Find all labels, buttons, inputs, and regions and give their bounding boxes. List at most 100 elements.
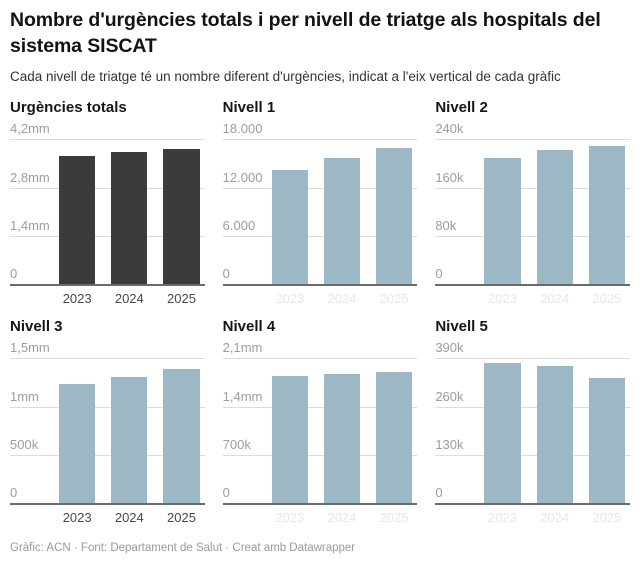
- bar-2023[interactable]: [59, 156, 96, 285]
- x-tick-label: 2025: [379, 510, 409, 526]
- chart-cell-nivell-4: Nivell 4 0 700k 1,4mm 2,1mm 2023 2024 2025: [222, 318, 418, 526]
- y-tick-label: 240k: [435, 121, 464, 137]
- x-axis: 2023 2024 2025: [435, 290, 630, 307]
- bar-2025[interactable]: [163, 148, 200, 285]
- x-tick-label: 2025: [167, 291, 196, 307]
- bar-2023[interactable]: [271, 170, 308, 285]
- bar-2024[interactable]: [536, 365, 573, 504]
- bar-2024[interactable]: [323, 374, 361, 504]
- chart-plot: 0 500k 1mm 1,5mm: [10, 341, 205, 506]
- x-tick-label: 2023: [488, 291, 517, 307]
- chart-plot: 0 1,4mm 2,8mm 4,2mm: [10, 122, 205, 287]
- chart-footer-byline: Gràfic: ACN · Font: Departament de Salut…: [10, 542, 356, 555]
- chart-title: Nivell 5: [435, 318, 488, 336]
- bar-2025[interactable]: [376, 371, 413, 504]
- y-tick-label: 0: [435, 266, 443, 282]
- bar-2023[interactable]: [484, 362, 521, 504]
- y-tick-label: 0: [435, 485, 443, 501]
- y-tick-label: 12.000: [222, 169, 263, 185]
- bar-2025[interactable]: [163, 369, 200, 504]
- gridline: [222, 187, 418, 189]
- gridline: [10, 406, 205, 408]
- y-tick-label: 160k: [435, 169, 464, 185]
- chart-plot: 0 80k 160k 240k: [435, 122, 630, 287]
- bar-2025[interactable]: [588, 145, 625, 285]
- chart-cell-nivell-5: Nivell 5 0 130k 260k 390k 2023 2024 2025: [435, 318, 630, 526]
- chart-plot: 0 6.000 12.000 18.000: [222, 122, 418, 287]
- y-tick-label: 260k: [435, 388, 464, 404]
- x-tick-label: 2024: [540, 510, 570, 526]
- y-tick-label: 0: [222, 485, 230, 501]
- gridline: [435, 455, 630, 457]
- y-tick-label: 500k: [10, 437, 39, 453]
- bar-2023[interactable]: [484, 158, 521, 285]
- gridline: [10, 358, 205, 360]
- bar-2024[interactable]: [111, 376, 148, 504]
- x-tick-label: 2025: [379, 291, 409, 307]
- y-tick-label: 6.000: [222, 218, 256, 234]
- gridline: [10, 236, 205, 238]
- charts-grid: Urgències totals 0 1,4mm 2,8mm 4,2mm 2023 2024…: [10, 99, 630, 526]
- x-tick-label: 2023: [275, 291, 305, 307]
- gridline: [222, 406, 418, 408]
- bar-2023[interactable]: [271, 376, 308, 504]
- chart-title: Nivell 4: [222, 318, 276, 336]
- x-tick-label: 2023: [275, 510, 305, 526]
- gridline: [435, 139, 630, 141]
- x-tick-label: 2023: [62, 510, 92, 526]
- chart-cell-nivell-3: Nivell 3 0 500k 1mm 1,5mm 2023 2024 2025: [10, 318, 205, 526]
- y-tick-label: 130k: [435, 437, 464, 453]
- x-axis: 2023 2024 2025: [223, 290, 418, 307]
- page-subtitle: Cada nivell de triatge té un nombre dife…: [10, 69, 561, 85]
- chart-plot: 0 700k 1,4mm 2,1mm: [222, 341, 418, 506]
- x-tick-label: 2025: [592, 510, 622, 526]
- chart-cell-nivell-1: Nivell 1 0 6.000 12.000 18.000 2023 2024 2025: [222, 99, 418, 307]
- x-axis: 2023 2024 2025: [223, 509, 418, 526]
- y-tick-label: 1,4mm: [222, 388, 263, 404]
- bar-2024[interactable]: [111, 151, 148, 285]
- gridline: [10, 455, 205, 457]
- y-tick-label: 1mm: [10, 388, 39, 404]
- gridline: [435, 406, 630, 408]
- y-tick-label: 1,4mm: [10, 218, 50, 234]
- x-tick-label: 2024: [327, 510, 357, 526]
- chart-title: Nivell 1: [222, 99, 276, 117]
- gridline: [435, 236, 630, 238]
- x-tick-label: 2024: [327, 291, 357, 307]
- gridline: [222, 455, 418, 457]
- gridline: [435, 187, 630, 189]
- gridline: [222, 236, 418, 238]
- y-tick-label: 0: [222, 266, 230, 282]
- bar-2025[interactable]: [376, 148, 413, 285]
- x-axis: 2023 2024 2025: [10, 509, 205, 526]
- chart-cell-urg-ncies-totals: Urgències totals 0 1,4mm 2,8mm 4,2mm 2023 2024…: [10, 99, 205, 307]
- x-tick-label: 2023: [62, 291, 92, 307]
- gridline: [435, 358, 630, 360]
- chart-title: Nivell 2: [435, 99, 488, 117]
- x-tick-label: 2025: [592, 291, 622, 307]
- x-axis: 2023 2024 2025: [10, 290, 205, 307]
- x-tick-label: 2025: [167, 510, 196, 526]
- y-tick-label: 2,8mm: [10, 169, 50, 185]
- bar-2025[interactable]: [588, 377, 625, 504]
- y-tick-label: 1,5mm: [10, 340, 50, 356]
- bar-2024[interactable]: [323, 158, 361, 285]
- chart-title: Nivell 3: [10, 318, 63, 336]
- y-tick-label: 18.000: [222, 121, 263, 137]
- x-tick-label: 2024: [114, 291, 144, 307]
- bar-2023[interactable]: [59, 383, 96, 504]
- y-tick-label: 4,2mm: [10, 121, 50, 137]
- bar-2024[interactable]: [536, 150, 573, 285]
- chart-title: Urgències totals: [10, 99, 127, 117]
- gridline: [222, 358, 418, 360]
- y-tick-label: 390k: [435, 340, 464, 356]
- y-tick-label: 700k: [222, 437, 251, 453]
- y-tick-label: 80k: [435, 218, 457, 234]
- chart-plot: 0 130k 260k 390k: [435, 341, 630, 506]
- x-axis: 2023 2024 2025: [435, 509, 630, 526]
- x-tick-label: 2023: [488, 510, 517, 526]
- y-tick-label: 0: [10, 485, 18, 501]
- chart-cell-nivell-2: Nivell 2 0 80k 160k 240k 2023 2024 2025: [435, 99, 630, 307]
- gridline: [10, 187, 205, 189]
